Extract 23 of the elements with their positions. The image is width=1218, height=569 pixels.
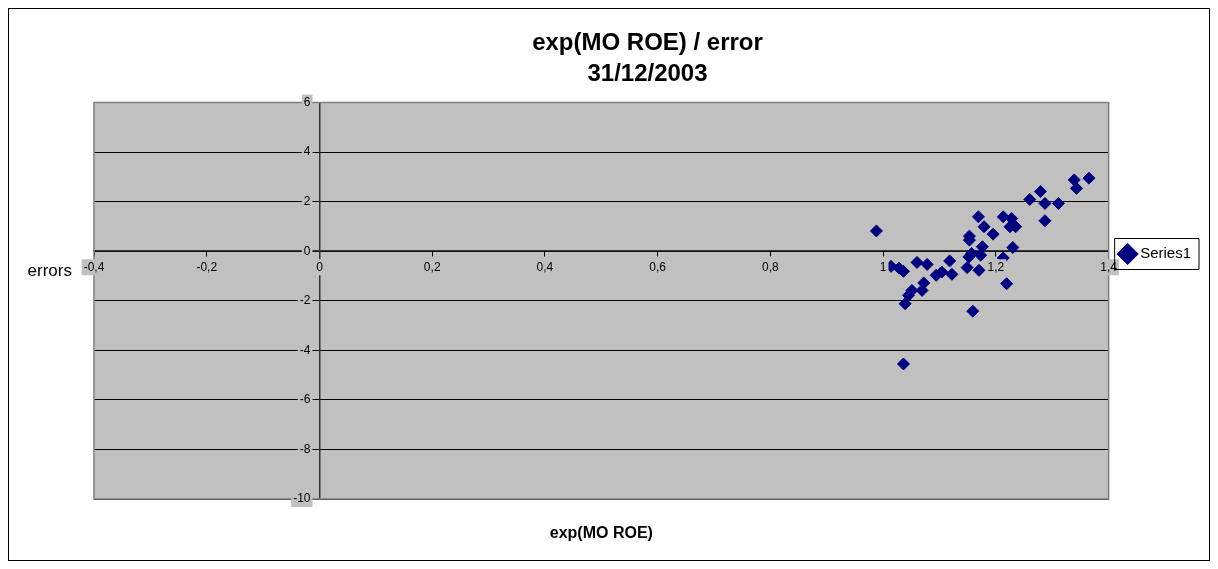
- x-tick-label: 1: [879, 259, 887, 274]
- x-tick-label: 1,2: [987, 259, 1005, 274]
- y-tick-label: 2: [303, 194, 311, 209]
- x-axis-title: exp(MO ROE): [549, 524, 653, 542]
- x-tick-label: -0,2: [196, 259, 218, 274]
- y-tick-label: 4: [303, 144, 311, 159]
- x-tick-label: 0,2: [423, 259, 441, 274]
- y-tick-label: 0: [303, 243, 311, 258]
- y-tick-label: 6: [303, 94, 311, 109]
- x-tick-label: 0,8: [762, 259, 780, 274]
- y-tick-label: -6: [299, 392, 311, 407]
- legend-label: Series1: [1140, 244, 1191, 262]
- x-tick-label: -0,4: [83, 259, 105, 274]
- y-tick-label: -2: [299, 293, 311, 308]
- y-tick-label: -4: [299, 342, 311, 357]
- chart-subtitle: 31/12/2003: [587, 58, 708, 86]
- y-tick-label: -8: [299, 441, 311, 456]
- x-tick-label: 0: [316, 259, 324, 274]
- chart-title: exp(MO ROE) / error: [532, 28, 763, 56]
- x-tick-label: 0,4: [536, 259, 554, 274]
- y-axis-title: errors: [27, 260, 72, 280]
- y-tick-label: -10: [293, 491, 311, 506]
- x-tick-label: 0,6: [649, 259, 667, 274]
